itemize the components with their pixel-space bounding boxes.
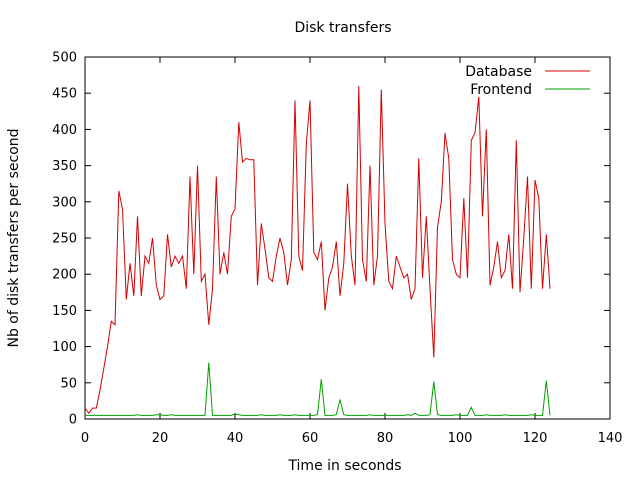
y-axis-label: Nb of disk transfers per second — [6, 128, 22, 347]
x-tick-label: 100 — [448, 431, 473, 446]
x-tick-label: 20 — [152, 431, 169, 446]
y-tick-label: 0 — [69, 413, 77, 428]
x-tick-label: 120 — [523, 431, 548, 446]
plot-frame — [84, 56, 611, 420]
y-tick-label: 450 — [52, 87, 77, 102]
chart-title: Disk transfers — [294, 20, 391, 36]
y-tick-label: 500 — [52, 51, 77, 66]
y-tick-label: 300 — [52, 195, 77, 210]
x-tick-label: 60 — [302, 431, 319, 446]
y-tick-label: 100 — [52, 340, 77, 355]
y-tick-label: 200 — [52, 268, 77, 283]
y-tick-label: 50 — [60, 376, 77, 391]
y-tick-label: 350 — [52, 159, 77, 174]
x-tick-label: 0 — [81, 431, 89, 446]
x-tick-label: 40 — [227, 431, 244, 446]
y-tick-label: 400 — [52, 123, 77, 138]
x-tick-label: 140 — [598, 431, 623, 446]
y-tick-label: 250 — [52, 232, 77, 247]
legend-label-frontend: Frontend — [470, 82, 532, 98]
series-line-frontend — [85, 362, 551, 416]
series-line-database — [84, 85, 551, 415]
plot-area: 0 50 100 150 200 250 300 350 400 450 500 0 20 40 60 80 1… — [52, 51, 622, 447]
y-tick-label: 150 — [52, 304, 77, 319]
x-tick-label: 80 — [377, 431, 394, 446]
x-axis-label: Time in seconds — [287, 458, 401, 474]
legend-label-database: Database — [465, 64, 532, 80]
